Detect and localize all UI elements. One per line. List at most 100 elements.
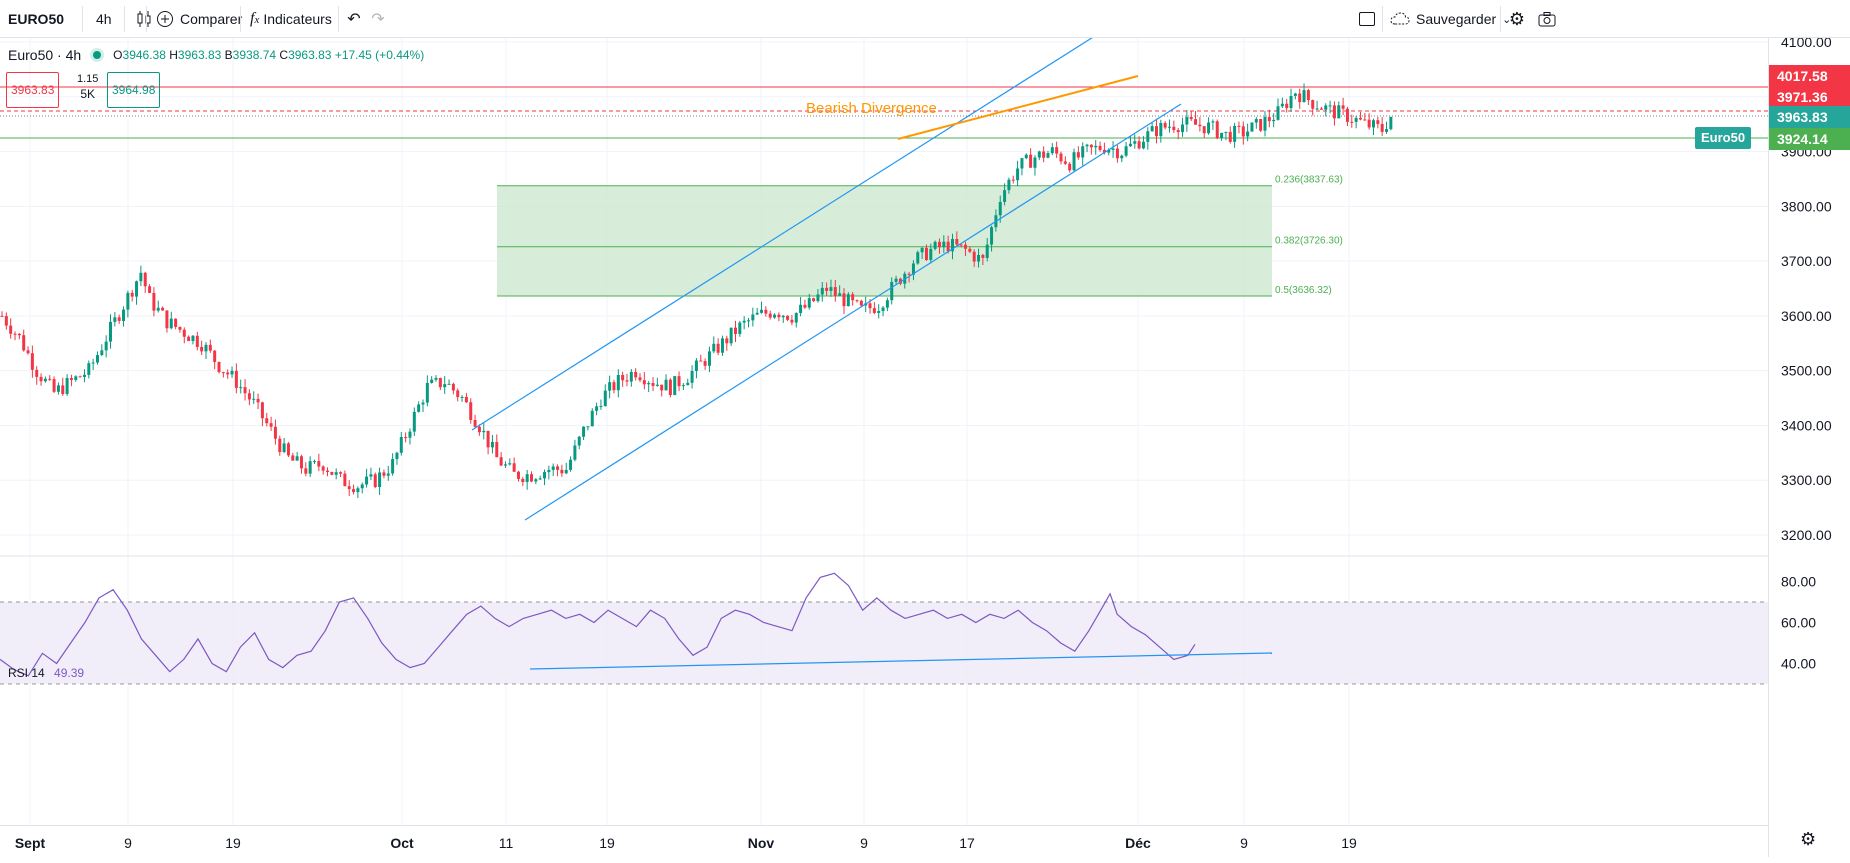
candle-body [1328, 105, 1332, 107]
candle-body [751, 314, 755, 321]
candle-body [182, 329, 186, 337]
candle-body [582, 426, 586, 437]
buy-button[interactable]: 3964.98 [107, 72, 161, 108]
price-tick-label: 3800.00 [1781, 198, 1832, 214]
candle-body [556, 466, 560, 470]
candle-body [534, 479, 538, 482]
price-axis[interactable]: 4100.004000.003900.003800.003700.003600.… [1768, 34, 1850, 857]
candle-body [213, 350, 217, 363]
candle-body [612, 382, 616, 391]
time-axis[interactable]: Sept 9 19 Oct 11 19 Nov 9 17 Déc 9 19 [0, 825, 1768, 858]
spread-value: 1.15 [77, 73, 99, 85]
axis-settings-button[interactable]: ⚙ [1800, 829, 1816, 850]
candle-body [1363, 119, 1367, 121]
candle-body [755, 312, 759, 315]
candle-body [816, 294, 820, 302]
candle-body [603, 390, 607, 406]
candle-body [1050, 147, 1054, 154]
legend-title: Euro50 · 4h [8, 47, 82, 63]
candle-body [673, 376, 677, 396]
candle-body [1172, 126, 1176, 131]
candle-body [972, 251, 976, 262]
fib-label: 0.382(3726.30) [1275, 236, 1343, 247]
candle-body [230, 370, 234, 375]
fib-label: 0.5(3636.32) [1275, 285, 1332, 296]
candle-body [330, 471, 334, 475]
candle-body [456, 390, 460, 398]
candle-body [499, 457, 503, 466]
candle-body [990, 227, 994, 245]
candle-body [760, 309, 764, 313]
candle-body [599, 405, 603, 407]
candle-body [165, 310, 169, 329]
candle-body [304, 468, 308, 474]
candle-body [725, 338, 729, 344]
candle-body [838, 293, 842, 296]
settings-button[interactable]: ⚙ [1506, 0, 1528, 38]
candle-body [595, 406, 599, 411]
candle-body [621, 374, 625, 381]
compare-button[interactable]: Comparer [156, 0, 242, 38]
candle-body [547, 469, 551, 473]
candle-body [1128, 143, 1132, 147]
candle-body [434, 377, 438, 380]
candle-body [1037, 151, 1041, 158]
save-button[interactable]: Sauvegarder ⌄ [1390, 0, 1511, 38]
candle-body [52, 379, 56, 392]
candle-body [707, 351, 711, 366]
candle-body [747, 320, 751, 322]
candle-body [395, 452, 399, 460]
candle-body [243, 387, 247, 394]
undo-button[interactable]: ↶ [342, 0, 366, 38]
price-chart[interactable]: 0.236(3837.63) 0.382(3726.30) 0.5(3636.32)… [0, 38, 1768, 825]
support-price-tag-bg [1769, 128, 1850, 150]
candle-body [569, 459, 573, 470]
candle-body [174, 318, 178, 327]
chart-legend: Euro50 · 4h O3946.38 H3963.83 B3938.74 C… [8, 47, 424, 63]
symbol-search-button[interactable]: EURO50 [8, 0, 64, 38]
candle-body [924, 247, 928, 260]
candle-body [1276, 106, 1280, 120]
candle-body [430, 379, 434, 383]
candle-body [477, 426, 481, 433]
toolbar-divider [338, 6, 339, 32]
candle-body [829, 287, 833, 291]
candle-body [1215, 121, 1219, 139]
buy-price: 3964.98 [112, 83, 156, 97]
sell-button[interactable]: 3963.83 [6, 72, 60, 108]
candle-body [1350, 121, 1354, 123]
candle-body [1150, 126, 1154, 132]
redo-button[interactable]: ↷ [366, 0, 390, 38]
candle-body [773, 314, 777, 318]
time-tick-label: Sept [15, 835, 46, 851]
gear-icon: ⚙ [1508, 8, 1526, 29]
candle-body [1211, 121, 1215, 123]
candle-body [551, 466, 555, 470]
indicators-button[interactable]: fx Indicateurs [250, 0, 332, 38]
interval-button[interactable]: 4h [96, 0, 112, 38]
candle-body [686, 382, 690, 386]
candle-body [1345, 108, 1349, 122]
price-axis-labels: 4100.004000.003900.003800.003700.003600.… [1769, 34, 1850, 672]
candle-body [1094, 145, 1098, 148]
candle-body [1367, 119, 1371, 128]
layout-button[interactable] [1356, 0, 1378, 38]
candle-body [738, 322, 742, 334]
candle-body [794, 312, 798, 323]
candle-body [1081, 146, 1085, 158]
candle-body [1380, 123, 1384, 132]
candle-body [733, 327, 737, 334]
candle-body [252, 398, 256, 400]
candle-body [30, 353, 34, 370]
candle-body [451, 383, 455, 391]
candle-body [117, 317, 121, 321]
candle-body [404, 437, 408, 439]
candle-body [1098, 145, 1102, 150]
cloud-icon [1390, 12, 1410, 25]
screenshot-button[interactable] [1536, 0, 1558, 38]
candle-body [894, 278, 898, 282]
candle-body [1306, 90, 1310, 101]
chart-type-button[interactable] [130, 0, 158, 38]
rsi-value: 49.39 [54, 666, 85, 680]
candle-body [130, 292, 134, 297]
